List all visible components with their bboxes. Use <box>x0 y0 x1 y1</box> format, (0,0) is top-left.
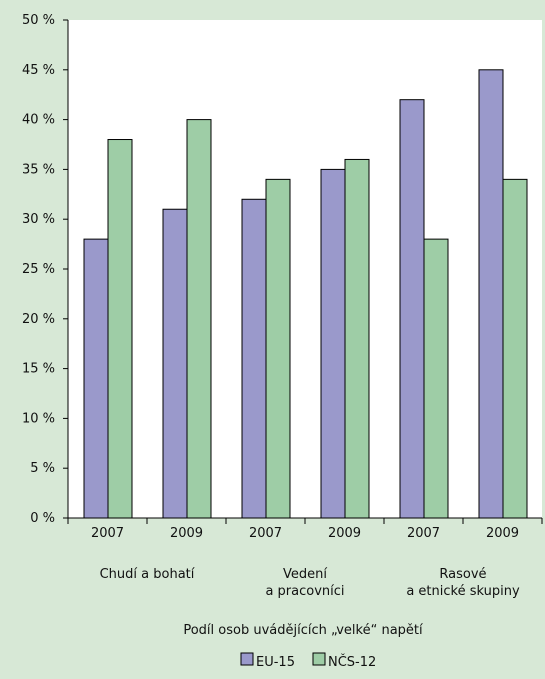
x-tick-label: 2007 <box>407 526 440 541</box>
y-tick-label: 35 % <box>22 162 55 177</box>
bar <box>344 158 370 519</box>
plot-area <box>68 20 542 518</box>
y-tick-label: 5 % <box>30 461 55 476</box>
bar <box>478 69 504 519</box>
bar <box>107 139 133 519</box>
y-tick-label: 10 % <box>22 411 55 426</box>
group-label: Chudí a bohatí <box>100 567 195 582</box>
y-tick-label: 30 % <box>22 212 55 227</box>
bar <box>399 99 425 519</box>
group-label: Rasové <box>439 567 486 582</box>
legend-label: NČS-12 <box>328 654 376 670</box>
x-tick-label: 2009 <box>170 526 203 541</box>
group-label: a etnické skupiny <box>406 584 520 599</box>
bar <box>502 178 528 519</box>
legend-label: EU-15 <box>256 655 295 670</box>
legend-swatch <box>312 652 326 666</box>
y-tick-label: 20 % <box>22 312 55 327</box>
x-tick-label: 2007 <box>249 526 282 541</box>
x-tick-label: 2007 <box>91 526 124 541</box>
y-tick-label: 45 % <box>22 63 55 78</box>
x-tick-label: 2009 <box>328 526 361 541</box>
y-tick-label: 50 % <box>22 13 55 28</box>
y-tick-label: 15 % <box>22 362 55 377</box>
bar <box>162 208 188 519</box>
bar <box>423 238 449 519</box>
bar <box>265 178 291 519</box>
bar <box>241 198 267 519</box>
y-tick-label: 40 % <box>22 113 55 128</box>
y-tick-label: 25 % <box>22 262 55 277</box>
x-tick-label: 2009 <box>486 526 519 541</box>
x-axis-title: Podíl osob uvádějících „velké“ napětí <box>183 623 423 638</box>
bar <box>320 168 346 519</box>
group-label: Vedení <box>283 567 327 582</box>
bar <box>186 119 212 519</box>
bar <box>83 238 109 519</box>
y-tick-label: 0 % <box>30 511 55 526</box>
legend-swatch <box>240 652 254 666</box>
group-label: a pracovníci <box>265 584 344 599</box>
